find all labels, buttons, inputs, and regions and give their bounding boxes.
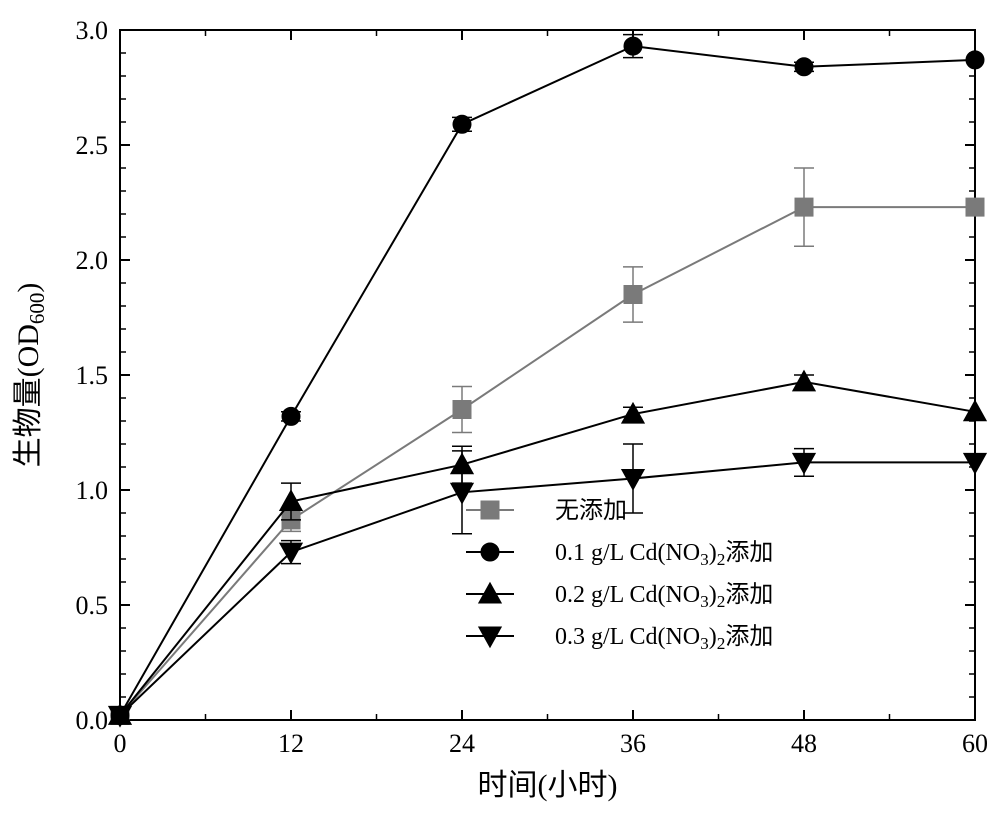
- marker-circle: [282, 407, 300, 425]
- legend-label: 0.1 g/L Cd(NO3)2添加: [555, 539, 773, 569]
- x-tick-label: 24: [449, 729, 475, 758]
- legend-label: 无添加: [555, 497, 627, 524]
- biomass-line-chart: 012243648600.00.51.01.52.02.53.0时间(小时)生物…: [0, 0, 1000, 823]
- marker-circle: [795, 58, 813, 76]
- marker-square: [624, 286, 642, 304]
- chart-background: [0, 0, 1000, 823]
- y-tick-label: 1.0: [76, 476, 109, 505]
- x-tick-label: 60: [962, 729, 988, 758]
- x-axis-title: 时间(小时): [478, 769, 618, 802]
- y-tick-label: 0.5: [76, 591, 109, 620]
- marker-square: [966, 198, 984, 216]
- marker-circle: [481, 543, 499, 561]
- marker-circle: [966, 51, 984, 69]
- marker-square: [453, 401, 471, 419]
- marker-circle: [624, 37, 642, 55]
- y-tick-label: 2.5: [76, 131, 109, 160]
- marker-square: [481, 501, 499, 519]
- x-tick-label: 48: [791, 729, 817, 758]
- x-tick-label: 12: [278, 729, 304, 758]
- marker-square: [795, 198, 813, 216]
- y-tick-label: 3.0: [76, 16, 109, 45]
- legend-label: 0.3 g/L Cd(NO3)2添加: [555, 623, 773, 653]
- y-tick-label: 2.0: [76, 246, 109, 275]
- x-tick-label: 0: [114, 729, 127, 758]
- marker-circle: [453, 115, 471, 133]
- legend-label: 0.2 g/L Cd(NO3)2添加: [555, 581, 773, 611]
- y-tick-label: 1.5: [76, 361, 109, 390]
- x-tick-label: 36: [620, 729, 646, 758]
- y-tick-label: 0.0: [76, 706, 109, 735]
